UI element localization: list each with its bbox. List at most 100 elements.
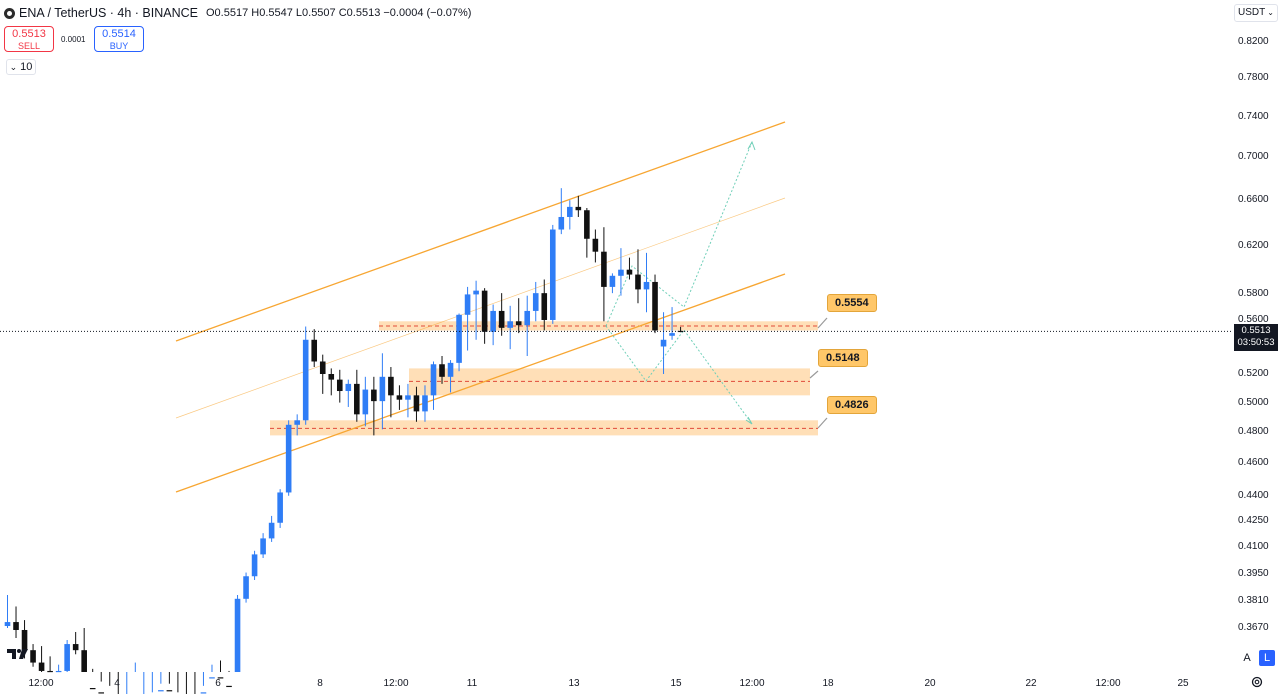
candle-body: [81, 650, 87, 672]
candle: [98, 672, 105, 694]
annotation-label-1[interactable]: 0.5148: [818, 349, 868, 367]
candle: [177, 672, 179, 693]
sell-label: SELL: [17, 41, 41, 51]
candle: [473, 280, 479, 340]
candle-body: [345, 383, 352, 392]
candle-body: [677, 330, 684, 333]
candle: [524, 295, 531, 357]
candle-body: [285, 424, 292, 493]
candle-body: [652, 281, 658, 331]
candle-body: [626, 269, 633, 275]
candle-body: [575, 206, 582, 211]
candle-body: [592, 238, 599, 252]
candle-body: [584, 210, 590, 239]
candle-body: [302, 339, 309, 421]
price-tick-label: 0.6200: [1238, 239, 1269, 251]
candle-body: [430, 364, 437, 396]
candle: [268, 515, 275, 542]
candle: [601, 227, 607, 322]
time-tick-label: 15: [670, 678, 682, 689]
candle: [388, 367, 394, 418]
candle: [294, 414, 300, 436]
candle-body: [30, 650, 36, 663]
candle: [243, 572, 249, 603]
price-tick-label: 0.7400: [1238, 110, 1269, 122]
volume-toggle-value: 10: [20, 61, 33, 73]
overlay-layer: [0, 317, 1232, 429]
candle-body: [311, 339, 318, 362]
price-tick-label: 0.4100: [1238, 541, 1269, 553]
candle-body: [209, 677, 215, 679]
candle-body: [447, 362, 454, 377]
sell-button[interactable]: 0.5513 SELL: [4, 26, 54, 52]
candle-body: [456, 314, 462, 363]
candle-body: [379, 376, 386, 402]
chevron-down-icon: ⌄: [1267, 8, 1274, 17]
price-tick-label: 0.8200: [1238, 36, 1269, 47]
channel-upper-line: [175, 121, 786, 342]
candle-body: [507, 321, 513, 328]
candle: [490, 304, 496, 346]
annotation-connector: [817, 417, 828, 429]
time-tick-label: 4: [114, 678, 120, 689]
price-tick-label: 0.7800: [1238, 72, 1269, 84]
candle: [38, 646, 45, 672]
candle: [660, 312, 667, 374]
volume-toggle[interactable]: ⌄ 10: [6, 59, 36, 75]
buy-label: BUY: [109, 41, 129, 51]
candle-body: [47, 670, 53, 673]
candle-body: [354, 383, 360, 415]
candle: [336, 369, 343, 403]
gear-icon[interactable]: [1250, 675, 1264, 689]
symbol-title[interactable]: ENA / TetherUS · 4h · BINANCE: [19, 6, 198, 20]
candle: [345, 379, 352, 407]
candle: [117, 672, 119, 694]
candle-body: [21, 629, 28, 651]
candle: [584, 207, 590, 258]
candle: [185, 672, 187, 694]
ohlc-values: O0.5517 H0.5547 L0.5507 C0.5513 −0.0004 …: [206, 7, 472, 19]
candle: [422, 385, 428, 422]
chart-header: ENA / TetherUS · 4h · BINANCE O0.5517 H0…: [4, 5, 475, 21]
candle: [194, 672, 196, 694]
candle-body: [541, 293, 548, 320]
candle-body: [251, 554, 258, 577]
buy-button[interactable]: 0.5514 BUY: [94, 26, 144, 52]
candle: [652, 274, 658, 334]
candle-body: [660, 339, 667, 347]
price-tick-label: 0.3950: [1238, 568, 1269, 580]
candle: [677, 326, 684, 333]
price-tick-label: 0.7000: [1238, 151, 1269, 163]
tradingview-logo-icon: [7, 649, 28, 659]
candle: [30, 644, 36, 667]
currency-select[interactable]: USDT ⌄: [1234, 4, 1278, 22]
spread-value: 0.0001: [61, 35, 86, 44]
candle: [64, 640, 70, 672]
auto-scale-button[interactable]: A: [1243, 652, 1251, 664]
candle-body: [158, 690, 164, 692]
candle-body: [64, 644, 70, 671]
log-scale-button[interactable]: L: [1259, 650, 1275, 666]
time-tick-label: 13: [568, 678, 580, 689]
candle-body: [532, 293, 539, 311]
candle: [55, 664, 62, 673]
candle: [575, 195, 582, 217]
candle: [456, 313, 462, 372]
candle: [126, 672, 128, 694]
candle: [302, 326, 309, 425]
candle: [592, 229, 599, 263]
parallel-channel[interactable]: [175, 121, 786, 493]
time-tick-label: 11: [466, 678, 478, 689]
candle: [447, 360, 454, 393]
candle-body: [669, 333, 675, 336]
candle-body: [13, 622, 19, 630]
annotation-label-0[interactable]: 0.5554: [827, 294, 877, 312]
projection-layer: [605, 140, 756, 425]
candle-body: [98, 692, 105, 694]
annotation-label-2[interactable]: 0.4826: [827, 396, 877, 414]
time-tick-label: 18: [822, 678, 834, 689]
candle-body: [643, 281, 650, 290]
price-tick-label: 0.5800: [1238, 288, 1269, 300]
candle: [109, 672, 111, 686]
